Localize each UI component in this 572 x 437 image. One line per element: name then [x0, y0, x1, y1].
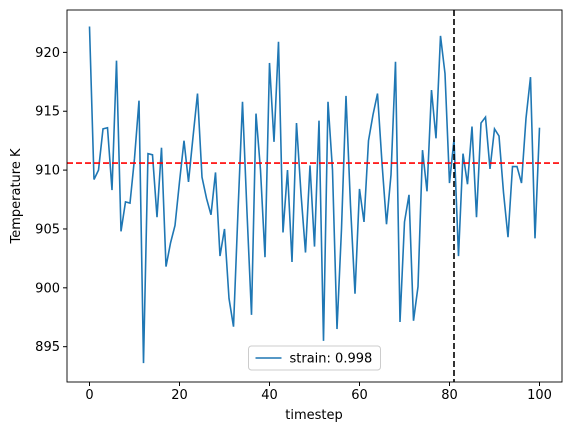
x-tick-label: 60 [351, 388, 368, 403]
y-tick-label: 900 [35, 281, 60, 296]
x-tick-label: 80 [441, 388, 458, 403]
y-tick-label: 910 [35, 164, 60, 179]
x-axis-label: timestep [285, 408, 343, 423]
legend-box [248, 345, 381, 371]
y-tick-label: 905 [35, 222, 60, 237]
y-tick-label: 920 [35, 46, 60, 61]
x-tick-label: 40 [261, 388, 278, 403]
y-axis-label: Temperature K [9, 148, 24, 244]
data-line [88, 26, 541, 364]
legend-label: strain: 0.998 [290, 352, 373, 367]
x-tick-label: 0 [85, 388, 93, 403]
y-tick-label: 915 [35, 105, 60, 120]
y-tick-label: 895 [35, 340, 60, 355]
plot-frame [66, 9, 563, 383]
x-tick-label: 100 [527, 388, 552, 403]
x-tick-label: 20 [171, 388, 188, 403]
